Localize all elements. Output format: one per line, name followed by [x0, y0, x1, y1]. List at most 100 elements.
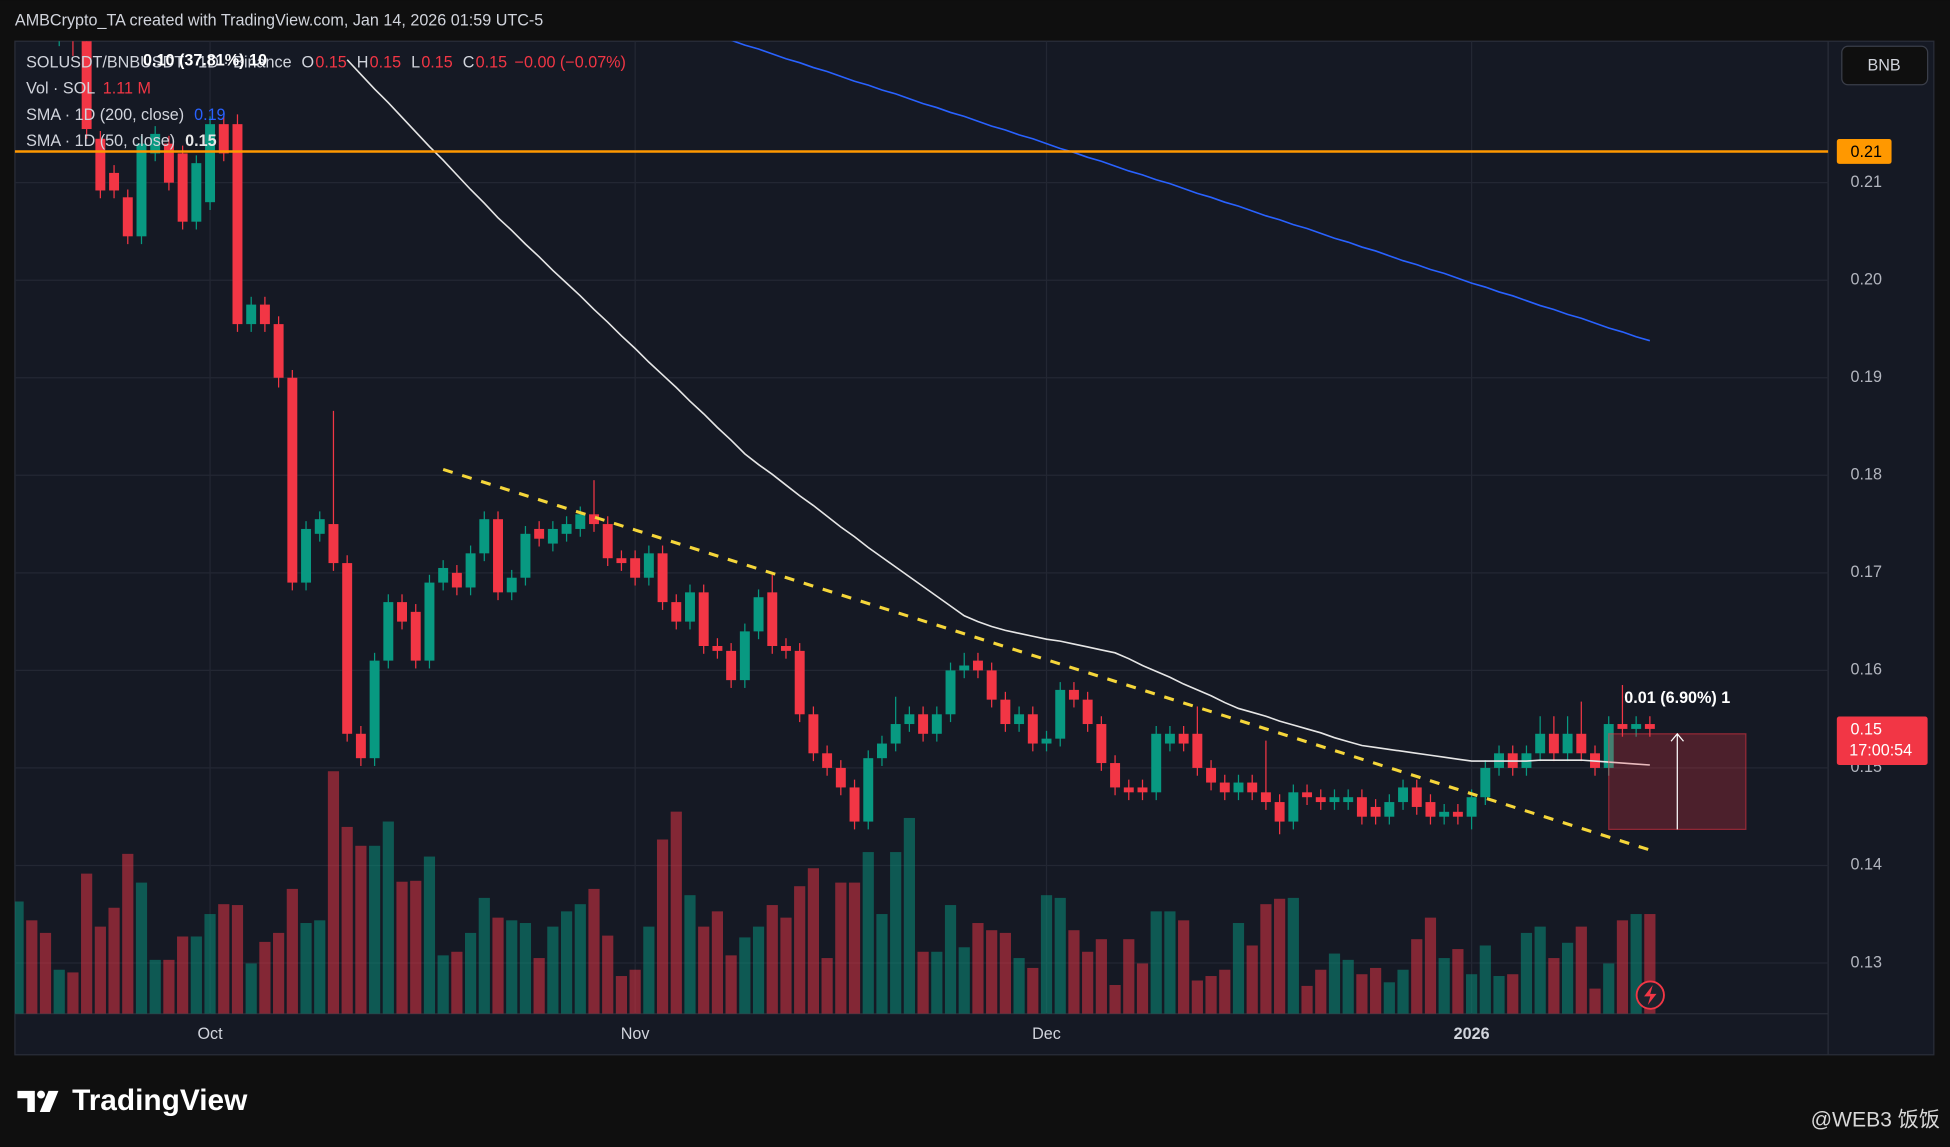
volume-bar: [1095, 939, 1107, 1014]
volume-bar: [1178, 920, 1190, 1014]
candle-body: [781, 646, 791, 651]
logo-dot: [37, 1090, 46, 1099]
candle-body: [95, 138, 106, 191]
volume-bar: [67, 972, 79, 1014]
volume-bar: [1479, 945, 1491, 1014]
candle-body: [438, 567, 449, 583]
candle-body: [1096, 724, 1107, 764]
candle-body: [575, 514, 586, 529]
volume-bar: [53, 969, 65, 1014]
candle-body: [136, 143, 147, 237]
y-tick-label: 0.21: [1851, 173, 1882, 191]
candle-body: [1260, 792, 1271, 803]
candle-body: [1055, 689, 1066, 739]
candle-body: [1082, 699, 1093, 725]
trendline: [442, 467, 1654, 853]
volume-bar: [862, 852, 874, 1014]
volume-bar: [807, 868, 819, 1014]
candle-body: [1398, 787, 1409, 803]
candle-body: [767, 592, 778, 647]
volume-bar: [972, 923, 984, 1014]
candle-body: [1439, 811, 1450, 817]
symbol-button[interactable]: [1841, 45, 1929, 86]
volume-bar: [245, 963, 257, 1014]
candle-body: [328, 524, 339, 564]
volume-bar: [1342, 959, 1354, 1014]
volume-bar: [369, 845, 381, 1014]
volume-bar: [81, 873, 93, 1014]
countdown: 17:00:54: [1849, 742, 1912, 760]
candle-body: [150, 133, 161, 154]
volume-bar: [876, 914, 888, 1014]
candle-body: [657, 553, 668, 603]
overlay-measure-text: 0.10 (37.81%) 10: [143, 51, 267, 69]
volume-bar: [588, 888, 600, 1014]
volume-bar: [629, 969, 641, 1014]
volume-bar: [1301, 985, 1313, 1014]
candle-body: [1041, 738, 1052, 744]
candle-body: [1452, 811, 1463, 817]
volume-bar: [1205, 976, 1217, 1014]
symbol-button-label[interactable]: BNB: [1867, 56, 1900, 74]
volume-bar: [1356, 974, 1368, 1014]
volume-bar: [1616, 920, 1629, 1014]
volume-bar: [643, 926, 655, 1014]
candle-body: [1466, 797, 1477, 817]
volume-bar: [39, 932, 52, 1014]
volume-bar: [1520, 932, 1533, 1014]
candle-body: [547, 528, 558, 544]
candle-body: [835, 767, 846, 788]
candle-body: [246, 304, 257, 325]
volume-bar: [341, 826, 353, 1014]
y-tick-label: 0.17: [1851, 563, 1882, 581]
legend-text: −0.00 (−0.07%): [515, 54, 626, 72]
last-price-tag: [1836, 716, 1928, 765]
volume-bar: [1246, 945, 1258, 1014]
volume-bar: [1397, 969, 1409, 1014]
y-tick-label: 0.13: [1851, 953, 1882, 971]
candle-body: [410, 611, 421, 661]
volume-bar: [410, 880, 422, 1014]
candle-body: [534, 528, 545, 539]
legend-text: 0.19: [194, 106, 225, 124]
candle-body: [232, 124, 243, 325]
y-tick-label: 0.19: [1851, 368, 1882, 386]
volume-bar: [423, 856, 436, 1014]
volume-bar: [835, 882, 847, 1014]
volume-bar: [1123, 939, 1135, 1014]
level-tag: [1836, 139, 1892, 164]
legend-text: H: [357, 54, 369, 72]
candle-body: [863, 758, 874, 822]
candle-body: [808, 714, 819, 754]
candle-body: [1384, 802, 1395, 817]
candle-body: [876, 743, 887, 759]
volume-bar: [917, 951, 929, 1014]
volume-bar: [1082, 951, 1094, 1014]
candle-body: [616, 558, 627, 564]
brand-logo: [17, 1090, 59, 1112]
candle-body: [493, 519, 503, 593]
volume-bar: [506, 920, 518, 1014]
candle-body: [630, 558, 641, 578]
volume-bar: [670, 811, 682, 1014]
watermark: @WEB3 饭饭: [1811, 1107, 1940, 1131]
volume-bar: [999, 932, 1011, 1014]
candle-body: [561, 524, 572, 534]
candle-body: [1411, 787, 1422, 807]
volume-bar: [1232, 923, 1245, 1014]
volume-bar: [794, 886, 806, 1014]
candle-body: [1562, 733, 1573, 754]
candle-body: [1219, 782, 1230, 793]
volume-bar: [615, 976, 628, 1014]
volume-bar: [903, 817, 915, 1014]
candle-body: [479, 519, 490, 554]
lightning-icon[interactable]: [1635, 980, 1665, 1010]
legend-text: 0.15: [315, 54, 346, 72]
candle-body: [794, 650, 805, 715]
volume-bar: [464, 932, 477, 1014]
candle-body: [465, 553, 476, 588]
candle-body: [163, 143, 174, 183]
candle-body: [959, 665, 970, 671]
volume-bar: [1164, 911, 1176, 1014]
